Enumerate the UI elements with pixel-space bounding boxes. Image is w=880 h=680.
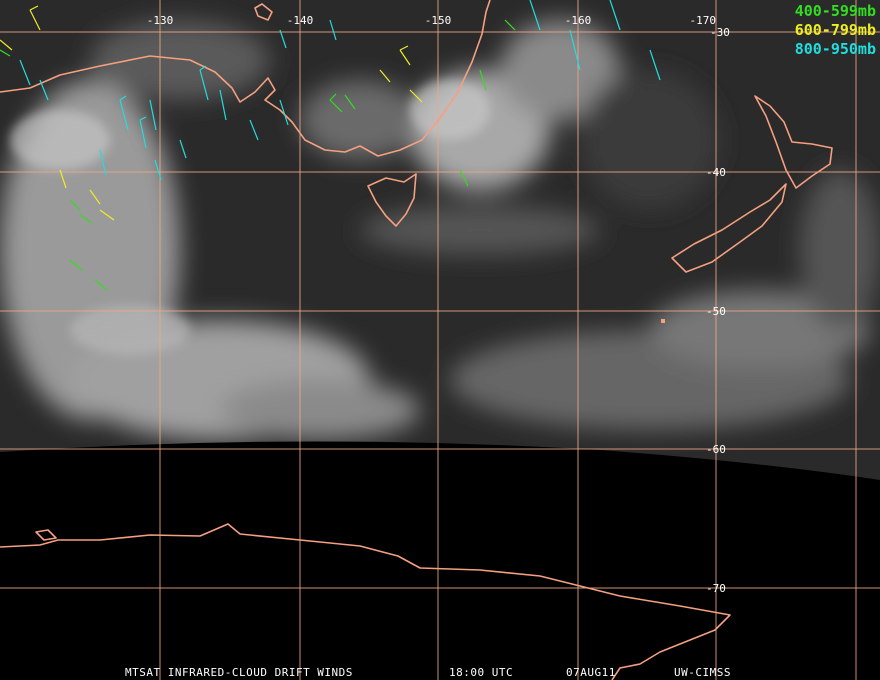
legend-entry: 600-799mb [795, 21, 876, 39]
date: 07AUG11 [566, 666, 616, 679]
longitude-label: -150 [425, 14, 452, 27]
product-title: MTSAT INFRARED-CLOUD DRIFT WINDS [125, 666, 353, 679]
latitude-label: -60 [706, 443, 726, 456]
latitude-label: -30 [710, 26, 730, 39]
time: 18:00 UTC [449, 666, 513, 679]
latitude-label: -40 [706, 166, 726, 179]
latitude-label: -50 [706, 305, 726, 318]
wind-barbs [0, 0, 661, 291]
grid-labels: -130 -140 -150 -160 -170 -30 -40 -50 -60… [147, 14, 730, 595]
longitude-label: -170 [690, 14, 717, 27]
source: UW-CIMSS [674, 666, 731, 679]
footer: MTSAT INFRARED-CLOUD DRIFT WINDS 18:00 U… [125, 666, 731, 679]
longitude-label: -140 [287, 14, 314, 27]
longitude-label: -130 [147, 14, 174, 27]
longitude-label: -160 [565, 14, 592, 27]
latitude-label: -70 [706, 582, 726, 595]
legend-entry: 400-599mb [795, 2, 876, 20]
legend-entry: 800-950mb [795, 40, 876, 58]
coastlines [0, 0, 833, 680]
